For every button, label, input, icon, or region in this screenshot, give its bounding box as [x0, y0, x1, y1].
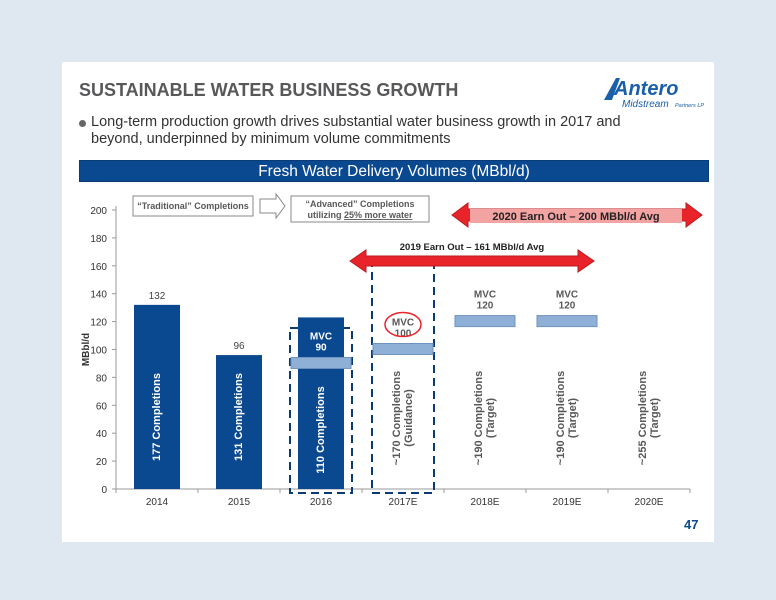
- mvc-bar-2016: [290, 356, 352, 369]
- logo-tag: Partners LP: [675, 103, 704, 109]
- y-tick-label: 200: [90, 206, 107, 217]
- x-tick-label: 2016: [310, 497, 333, 508]
- completions-label-2014: 177 Completions: [151, 373, 163, 461]
- advanced-label-2-prefix: utilizing: [307, 210, 344, 220]
- bullet-text: Long-term production growth drives subst…: [91, 114, 621, 147]
- bar-2016: [298, 317, 344, 489]
- arrow-right-icon: [259, 192, 286, 220]
- earnout-2020-label: 2020 Earn Out – 200 MBbl/d Avg: [492, 211, 659, 223]
- earnout-2019-arrow: [349, 249, 595, 273]
- completions-label-2018E: (Target): [485, 398, 497, 438]
- mvc-label-2019E: MVC: [556, 290, 578, 301]
- advanced-label-1: “Advanced” Completions: [305, 199, 414, 209]
- completions-label-2020E: (Target): [649, 398, 661, 438]
- x-tick-label: 2018E: [471, 497, 500, 508]
- completions-label-2019E: (Target): [567, 398, 579, 438]
- bar-2015: [216, 355, 262, 489]
- x-tick-label: 2020E: [635, 497, 664, 508]
- completions-label-2020E: ~255 Completions: [637, 371, 649, 465]
- mvc-value-2017E: 100: [395, 329, 412, 340]
- completions-label-2016: 110 Completions: [315, 386, 327, 473]
- advanced-box: [290, 195, 430, 223]
- earnout-2020-label-bg: [470, 209, 682, 223]
- page-number: 47: [684, 517, 699, 532]
- bar-2014: [134, 304, 180, 489]
- completions-label-2019E: ~190 Completions: [555, 371, 567, 465]
- y-tick-label: 140: [90, 290, 107, 301]
- mvc-value-2016: 90: [315, 342, 327, 353]
- advanced-label-2-underline: 25% more water: [344, 210, 413, 220]
- mvc-label-2018E: MVC: [474, 290, 496, 301]
- traditional-box: [132, 195, 254, 217]
- mvc-value-2018E: 120: [477, 301, 494, 312]
- x-tick-label: 2017E: [389, 497, 418, 508]
- x-tick-label: 2014: [146, 497, 169, 508]
- dashed-box-2017e: [371, 257, 435, 494]
- mvc-label-2017E: MVC: [392, 318, 414, 329]
- y-tick-label: 100: [90, 346, 107, 357]
- y-tick-label: 160: [90, 262, 107, 273]
- completions-label-2015: 131 Completions: [233, 373, 245, 461]
- y-tick-label: 180: [90, 234, 107, 245]
- traditional-label: “Traditional” Completions: [137, 201, 249, 211]
- advanced-label-2: utilizing 25% more water: [307, 210, 413, 220]
- chart-area: 0 20 40 60 80 100 120 140 160 180 200 2014 2015 2016 2…: [81, 192, 703, 508]
- x-tick-label: 2015: [228, 497, 251, 508]
- y-tick-label: 40: [96, 429, 108, 440]
- bar-value-label: 132: [149, 291, 166, 302]
- mvc-highlight-circle: [384, 311, 422, 338]
- y-tick-label: 120: [90, 318, 107, 329]
- completions-label-2017E: (Guidance): [403, 389, 415, 447]
- chart-banner: Fresh Water Delivery Volumes (MBbl/d): [79, 160, 709, 182]
- mvc-bar-2017E: [372, 343, 434, 355]
- y-tick-label: 60: [96, 401, 108, 412]
- antero-logo: Antero Midstream Partners LP: [604, 78, 704, 110]
- x-tick-label: 2019E: [553, 497, 582, 508]
- slide: SUSTAINABLE WATER BUSINESS GROWTH Antero…: [62, 62, 714, 542]
- earnout-2019-label: 2019 Earn Out – 161 MBbl/d Avg: [400, 242, 545, 253]
- slide-title: SUSTAINABLE WATER BUSINESS GROWTH: [79, 80, 459, 100]
- bar-value-label: 96: [233, 341, 245, 352]
- bullet-dot-icon: [79, 120, 86, 127]
- y-axis-title: MBbl/d: [81, 333, 92, 366]
- completions-label-2018E: ~190 Completions: [473, 371, 485, 465]
- completions-label-2017E: ~170 Completions: [391, 371, 403, 465]
- logo-name: Antero: [613, 78, 678, 100]
- y-tick-label: 0: [101, 485, 107, 496]
- mvc-bar-2018E: [454, 315, 516, 328]
- mvc-label-2016: MVC: [310, 331, 332, 342]
- y-tick-label: 80: [96, 373, 108, 384]
- mvc-value-2019E: 120: [559, 301, 576, 312]
- mvc-bar-2019E: [536, 315, 598, 328]
- logo-subtitle: Midstream: [622, 99, 669, 110]
- y-tick-label: 20: [96, 457, 108, 468]
